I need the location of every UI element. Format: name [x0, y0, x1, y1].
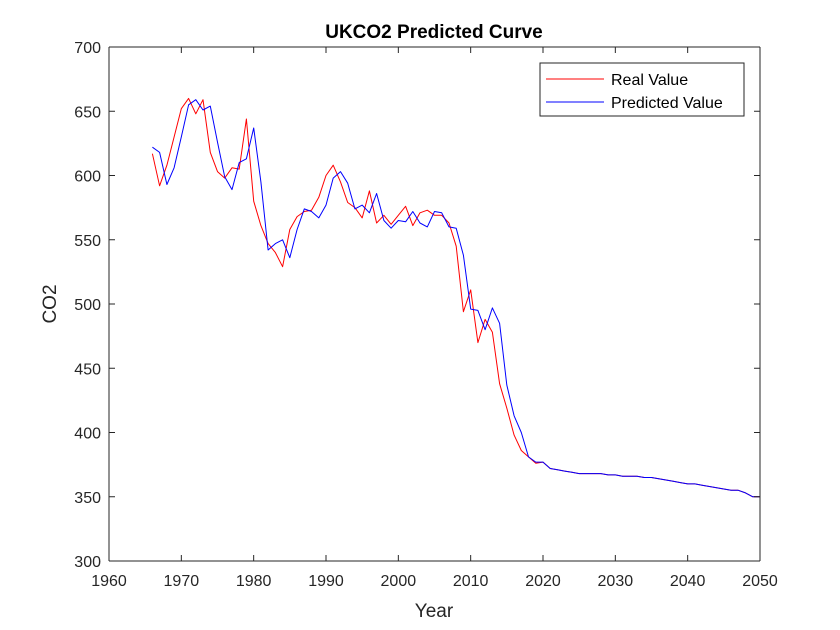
x-tick-label: 2000 — [381, 573, 417, 590]
chart-title: UKCO2 Predicted Curve — [325, 22, 543, 43]
x-axis-label: Year — [415, 601, 454, 622]
x-tick-label: 2010 — [453, 573, 489, 590]
legend: Real Value Predicted Value — [539, 62, 745, 117]
y-tick-label: 600 — [74, 169, 101, 186]
series-line-predicted-value — [152, 99, 760, 498]
y-tick-label: 450 — [74, 361, 101, 378]
y-tick-label: 700 — [74, 40, 101, 57]
x-tick-label: 1990 — [308, 573, 344, 590]
x-tick-label: 1980 — [236, 573, 272, 590]
x-tick-label: 2020 — [525, 573, 561, 590]
x-tick-label: 1960 — [91, 573, 127, 590]
x-tick-label: 2030 — [598, 573, 634, 590]
y-tick-label: 500 — [74, 297, 101, 314]
y-tick-label: 400 — [74, 426, 101, 443]
y-tick-label: 650 — [74, 104, 101, 121]
legend-label-predicted: Predicted Value — [611, 95, 723, 112]
y-tick-label: 300 — [74, 554, 101, 571]
x-tick-label: 1970 — [164, 573, 200, 590]
plot-area — [109, 47, 760, 561]
y-tick-label: 350 — [74, 490, 101, 507]
legend-label-real: Real Value — [611, 72, 688, 89]
y-ticks: 300 350 400 450 500 550 600 650 700 — [74, 40, 760, 571]
x-ticks: 1960 1970 1980 1990 2000 2010 2020 2030 2040 2050 — [91, 47, 778, 590]
x-tick-label: 2040 — [670, 573, 706, 590]
y-tick-label: 550 — [74, 233, 101, 250]
y-axis-label: CO2 — [40, 284, 61, 323]
x-tick-label: 2050 — [742, 573, 778, 590]
series-layer — [151, 97, 760, 498]
legend-box — [539, 62, 745, 117]
